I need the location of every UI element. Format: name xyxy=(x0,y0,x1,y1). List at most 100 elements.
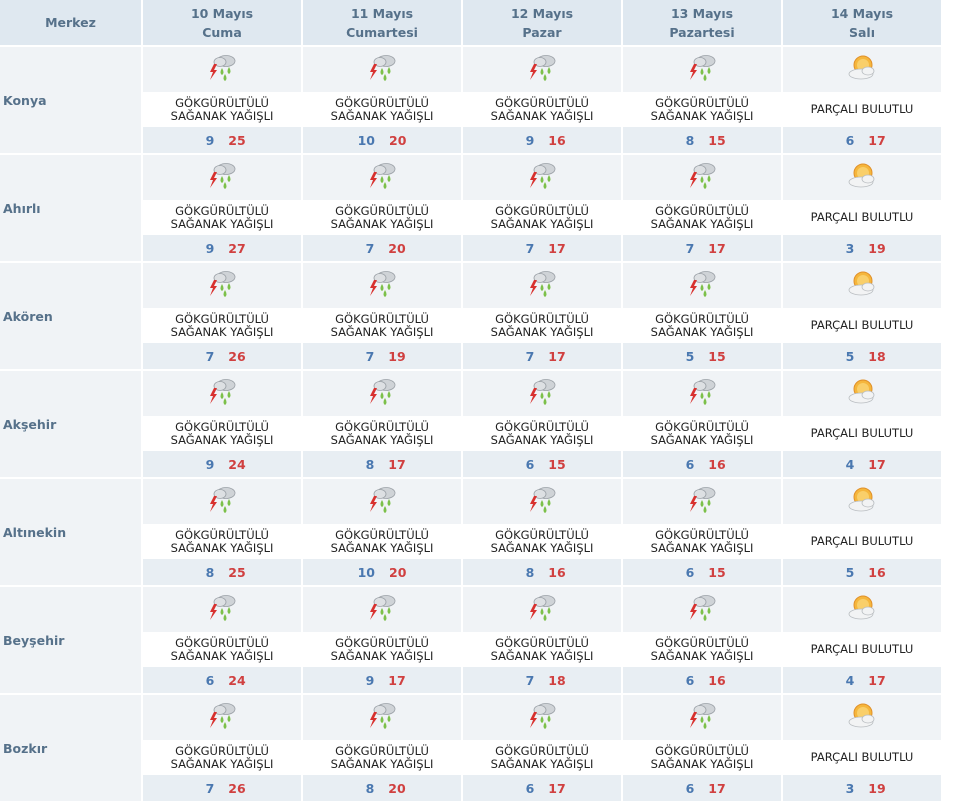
min-temperature: 8 xyxy=(365,456,375,472)
forecast-cell: GÖKGÜRÜLTÜLÜ SAĞANAK YAĞIŞLI 8 17 xyxy=(303,371,463,479)
thunderstorm-rain-icon xyxy=(204,52,240,88)
icon-row xyxy=(303,587,461,632)
forecast-cell: GÖKGÜRÜLTÜLÜ SAĞANAK YAĞIŞLI 7 19 xyxy=(303,263,463,371)
description-line-2: SAĞANAK YAĞIŞLI xyxy=(490,216,594,231)
thunderstorm-rain-icon xyxy=(204,484,240,520)
city-name[interactable]: Akşehir xyxy=(0,371,143,479)
min-temperature: 9 xyxy=(205,456,215,472)
description-line-1: GÖKGÜRÜLTÜLÜ xyxy=(655,527,749,542)
weather-description: GÖKGÜRÜLTÜLÜ SAĞANAK YAĞIŞLI xyxy=(463,308,621,343)
description-line-1: GÖKGÜRÜLTÜLÜ xyxy=(335,527,429,542)
min-temperature: 7 xyxy=(525,240,535,256)
max-temperature: 17 xyxy=(388,456,406,472)
forecast-cell: GÖKGÜRÜLTÜLÜ SAĞANAK YAĞIŞLI 6 17 xyxy=(463,695,623,803)
forecast-cell: GÖKGÜRÜLTÜLÜ SAĞANAK YAĞIŞLI 6 24 xyxy=(143,587,303,695)
min-temperature: 4 xyxy=(845,456,855,472)
description-line-1: GÖKGÜRÜLTÜLÜ xyxy=(495,419,589,434)
max-temperature: 17 xyxy=(708,780,726,796)
description-line-1: PARÇALI BULUTLU xyxy=(810,210,914,224)
weather-description: GÖKGÜRÜLTÜLÜ SAĞANAK YAĞIŞLI xyxy=(143,740,301,775)
weather-description: PARÇALI BULUTLU xyxy=(783,524,941,559)
temperature-row: 6 24 xyxy=(143,667,301,693)
min-temperature: 9 xyxy=(205,240,215,256)
header-merkez: Merkez xyxy=(0,0,143,47)
forecast-cell: GÖKGÜRÜLTÜLÜ SAĞANAK YAĞIŞLI 7 26 xyxy=(143,695,303,803)
weather-description: PARÇALI BULUTLU xyxy=(783,200,941,235)
description-line-1: GÖKGÜRÜLTÜLÜ xyxy=(335,203,429,218)
max-temperature: 25 xyxy=(228,564,246,580)
thunderstorm-rain-icon xyxy=(684,484,720,520)
weather-description: GÖKGÜRÜLTÜLÜ SAĞANAK YAĞIŞLI xyxy=(303,92,461,127)
header-day: 13 Mayıs Pazartesi xyxy=(623,0,783,47)
forecast-cell: PARÇALI BULUTLU 5 18 xyxy=(783,263,943,371)
temperature-row: 7 17 xyxy=(463,343,621,369)
min-temperature: 8 xyxy=(685,132,695,148)
description-line-2: SAĞANAK YAĞIŞLI xyxy=(330,216,434,231)
temperature-row: 7 26 xyxy=(143,343,301,369)
weather-description: GÖKGÜRÜLTÜLÜ SAĞANAK YAĞIŞLI xyxy=(303,740,461,775)
icon-row xyxy=(783,371,941,416)
temperature-row: 9 17 xyxy=(303,667,461,693)
icon-row xyxy=(623,155,781,200)
header-merkez-label: Merkez xyxy=(45,15,96,30)
temperature-row: 6 16 xyxy=(623,667,781,693)
weather-description: GÖKGÜRÜLTÜLÜ SAĞANAK YAĞIŞLI xyxy=(623,740,781,775)
temperature-row: 9 25 xyxy=(143,127,301,153)
thunderstorm-rain-icon xyxy=(364,160,400,196)
city-name[interactable]: Konya xyxy=(0,47,143,155)
temperature-row: 10 20 xyxy=(303,559,461,585)
thunderstorm-rain-icon xyxy=(364,52,400,88)
min-temperature: 9 xyxy=(525,132,535,148)
max-temperature: 17 xyxy=(868,672,886,688)
header-date: 11 Mayıs xyxy=(350,5,414,21)
thunderstorm-rain-icon xyxy=(364,592,400,628)
description-line-1: GÖKGÜRÜLTÜLÜ xyxy=(335,311,429,326)
min-temperature: 7 xyxy=(525,672,535,688)
max-temperature: 15 xyxy=(548,456,566,472)
max-temperature: 20 xyxy=(389,564,407,580)
description-line-1: GÖKGÜRÜLTÜLÜ xyxy=(495,527,589,542)
description-line-1: GÖKGÜRÜLTÜLÜ xyxy=(655,203,749,218)
forecast-cell: GÖKGÜRÜLTÜLÜ SAĞANAK YAĞIŞLI 9 16 xyxy=(463,47,623,155)
description-line-2: SAĞANAK YAĞIŞLI xyxy=(330,108,434,123)
min-temperature: 7 xyxy=(365,348,375,364)
forecast-cell: GÖKGÜRÜLTÜLÜ SAĞANAK YAĞIŞLI 7 17 xyxy=(623,155,783,263)
description-line-2: SAĞANAK YAĞIŞLI xyxy=(490,108,594,123)
forecast-cell: PARÇALI BULUTLU 6 17 xyxy=(783,47,943,155)
min-temperature: 7 xyxy=(685,240,695,256)
max-temperature: 25 xyxy=(228,132,246,148)
description-line-1: PARÇALI BULUTLU xyxy=(810,318,914,332)
forecast-cell: GÖKGÜRÜLTÜLÜ SAĞANAK YAĞIŞLI 9 24 xyxy=(143,371,303,479)
weather-description: GÖKGÜRÜLTÜLÜ SAĞANAK YAĞIŞLI xyxy=(143,416,301,451)
max-temperature: 18 xyxy=(868,348,886,364)
city-name[interactable]: Ahırlı xyxy=(0,155,143,263)
min-temperature: 6 xyxy=(525,780,535,796)
city-name[interactable]: Bozkır xyxy=(0,695,143,803)
max-temperature: 16 xyxy=(868,564,886,580)
city-name[interactable]: Altınekin xyxy=(0,479,143,587)
weather-description: GÖKGÜRÜLTÜLÜ SAĞANAK YAĞIŞLI xyxy=(623,524,781,559)
min-temperature: 7 xyxy=(205,780,215,796)
min-temperature: 10 xyxy=(357,564,375,580)
description-line-1: PARÇALI BULUTLU xyxy=(810,534,914,548)
weather-description: GÖKGÜRÜLTÜLÜ SAĞANAK YAĞIŞLI xyxy=(463,416,621,451)
thunderstorm-rain-icon xyxy=(364,484,400,520)
weather-description: GÖKGÜRÜLTÜLÜ SAĞANAK YAĞIŞLI xyxy=(303,200,461,235)
description-line-2: SAĞANAK YAĞIŞLI xyxy=(650,648,754,663)
weather-description: GÖKGÜRÜLTÜLÜ SAĞANAK YAĞIŞLI xyxy=(623,308,781,343)
icon-row xyxy=(143,587,301,632)
description-line-1: GÖKGÜRÜLTÜLÜ xyxy=(175,203,269,218)
header-weekday: Pazar xyxy=(522,24,562,40)
icon-row xyxy=(463,587,621,632)
temperature-row: 7 17 xyxy=(623,235,781,261)
description-line-1: GÖKGÜRÜLTÜLÜ xyxy=(655,419,749,434)
min-temperature: 7 xyxy=(365,240,375,256)
max-temperature: 26 xyxy=(228,780,246,796)
weather-description: GÖKGÜRÜLTÜLÜ SAĞANAK YAĞIŞLI xyxy=(463,740,621,775)
description-line-2: SAĞANAK YAĞIŞLI xyxy=(650,432,754,447)
forecast-cell: GÖKGÜRÜLTÜLÜ SAĞANAK YAĞIŞLI 5 15 xyxy=(623,263,783,371)
city-name[interactable]: Akören xyxy=(0,263,143,371)
forecast-cell: GÖKGÜRÜLTÜLÜ SAĞANAK YAĞIŞLI 7 17 xyxy=(463,155,623,263)
icon-row xyxy=(143,479,301,524)
city-name[interactable]: Beyşehir xyxy=(0,587,143,695)
